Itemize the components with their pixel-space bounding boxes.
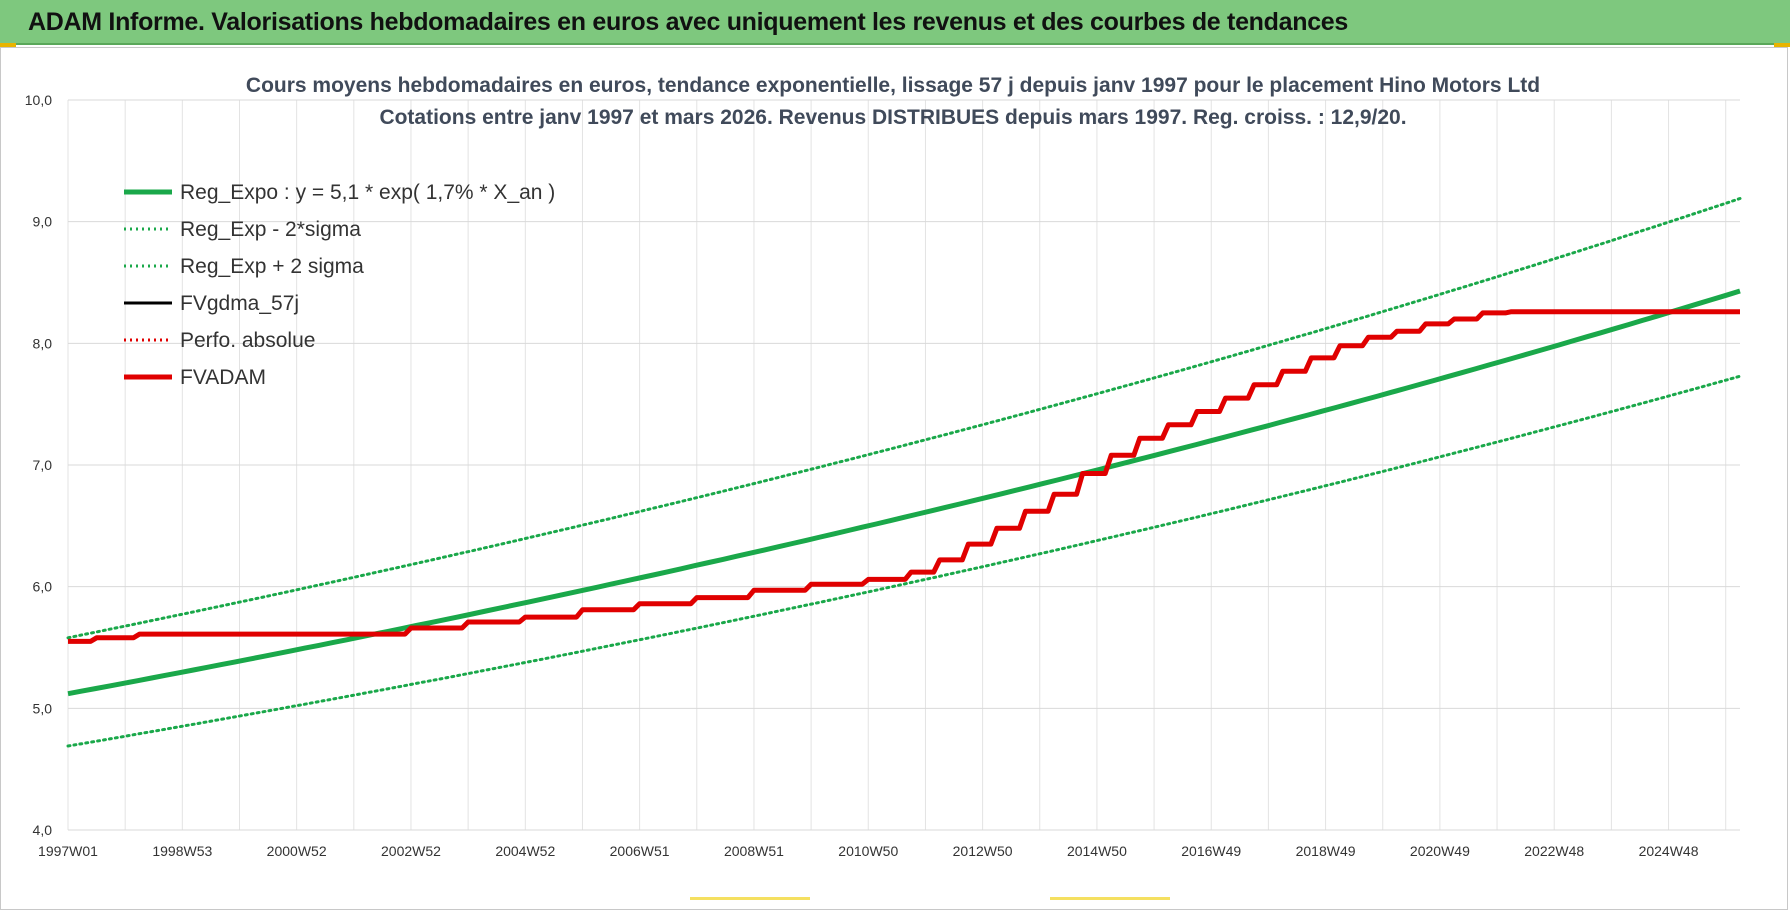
y-tick-label: 7,0 — [33, 457, 53, 473]
legend: Reg_Expo : y = 5,1 * exp( 1,7% * X_an ) R… — [124, 181, 555, 389]
y-tick-label: 9,0 — [33, 214, 53, 230]
legend-label: FVgdma_57j — [180, 292, 299, 315]
chart-title-line2: Cotations entre janv 1997 et mars 2026. … — [379, 106, 1406, 129]
y-tick-label: 4,0 — [33, 822, 53, 838]
corner-mark-left — [0, 43, 16, 47]
legend-label: Reg_Expo : y = 5,1 * exp( 1,7% * X_an ) — [180, 181, 555, 204]
reg-expo-line — [67, 288, 1741, 697]
x-tick-label: 2008W51 — [724, 843, 784, 859]
y-tick-label: 8,0 — [33, 335, 53, 351]
legend-label: Perfo. absolue — [180, 329, 315, 352]
x-tick-label: 2006W51 — [610, 843, 670, 859]
x-tick-label: 2018W49 — [1296, 843, 1356, 859]
footer-mark-1 — [690, 897, 810, 900]
x-tick-label: 2016W49 — [1181, 843, 1241, 859]
legend-label: Reg_Exp + 2 sigma — [180, 255, 364, 278]
chart-title-line1: Cours moyens hebdomadaires en euros, ten… — [246, 74, 1540, 97]
series-layer — [66, 197, 1742, 748]
x-tick-label: 2012W50 — [953, 843, 1013, 859]
y-tick-label: 10,0 — [25, 92, 52, 108]
x-tick-label: 2000W52 — [267, 843, 327, 859]
chart-frame — [0, 47, 1788, 910]
page-title: ADAM Informe. Valorisations hebdomadaire… — [28, 8, 1349, 36]
x-tick-label: 2020W49 — [1410, 843, 1470, 859]
legend-label: FVADAM — [180, 366, 266, 389]
axis-labels: 4,0 5,0 6,0 7,0 8,0 9,0 10,0 1997W01 1998W53 2000… — [25, 92, 1699, 859]
grid — [67, 99, 1740, 831]
x-tick-label: 1998W53 — [152, 843, 212, 859]
x-tick-label: 2014W50 — [1067, 843, 1127, 859]
y-tick-label: 5,0 — [33, 700, 53, 716]
y-tick-label: 6,0 — [33, 579, 53, 595]
fvadam-line — [67, 309, 1740, 644]
x-tick-label: 2010W50 — [838, 843, 898, 859]
reg-exp-plus-2sigma-line — [66, 197, 1742, 640]
footer-mark-2 — [1050, 897, 1170, 900]
x-tick-label: 2022W48 — [1524, 843, 1584, 859]
reg-exp-minus-2sigma-line — [66, 374, 1742, 748]
corner-mark-right — [1774, 43, 1790, 47]
x-tick-label: 2002W52 — [381, 843, 441, 859]
x-tick-label: 2004W52 — [495, 843, 555, 859]
header-bar: ADAM Informe. Valorisations hebdomadaire… — [0, 0, 1790, 45]
x-tick-label: 2024W48 — [1639, 843, 1699, 859]
legend-label: Reg_Exp - 2*sigma — [180, 218, 361, 241]
fvgdma-57j-line — [67, 310, 1740, 643]
x-tick-label: 1997W01 — [38, 843, 98, 859]
